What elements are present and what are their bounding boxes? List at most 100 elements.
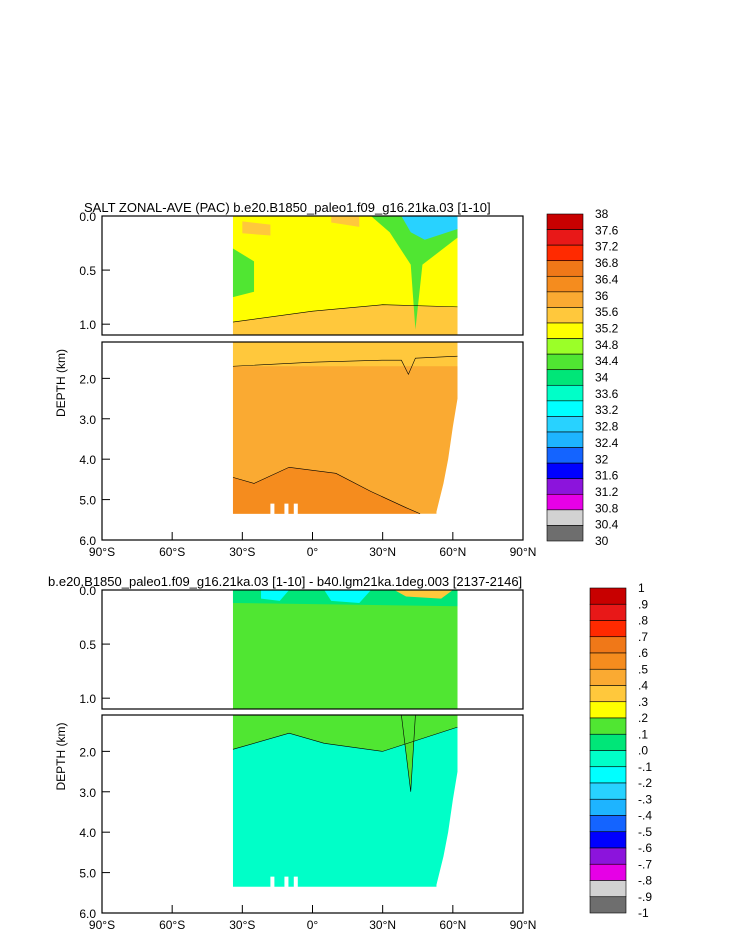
- colorbar-label: .4: [638, 679, 648, 693]
- contour-line: [401, 714, 416, 792]
- chart-title: b.e20.B1850_paleo1.f09_g16.21ka.03 [1-10…: [48, 574, 522, 589]
- salt-zonal-ave-panel: SALT ZONAL-AVE (PAC) b.e20.B1850_paleo1.…: [54, 200, 619, 559]
- colorbar-label: .3: [638, 695, 648, 709]
- colorbar-swatch: [546, 307, 584, 324]
- x-tick-label: 30°S: [229, 918, 255, 932]
- x-tick-label: 90°S: [89, 918, 115, 932]
- colorbar-label: -.9: [638, 890, 652, 904]
- x-tick-label: 0°: [307, 918, 319, 932]
- colorbar-swatch: [589, 717, 627, 735]
- colorbar-label: 30.8: [595, 501, 619, 515]
- x-tick-label: 60°N: [439, 918, 466, 932]
- x-tick-label: 90°S: [89, 545, 115, 559]
- colorbar-label: 34: [595, 371, 609, 385]
- colorbar-swatch: [589, 685, 627, 703]
- x-tick-label: 30°N: [369, 545, 396, 559]
- coastline-mask: [436, 715, 462, 889]
- surface-fresh-fill: [401, 216, 458, 240]
- colorbar-label: 1: [638, 581, 645, 595]
- y-tick-label: 1.0: [79, 692, 96, 706]
- contour-line: [232, 466, 421, 515]
- colorbar-label: .5: [638, 662, 648, 676]
- salt-difference-panel: b.e20.B1850_paleo1.f09_g16.21ka.03 [1-10…: [48, 574, 652, 932]
- y-tick-label: 3.0: [79, 413, 96, 427]
- colorbar-label: 34.4: [595, 354, 619, 368]
- colorbar-label: .1: [638, 727, 648, 741]
- y-tick-label: 4.0: [79, 453, 96, 467]
- colorbar-label: .0: [638, 744, 648, 758]
- salinity-field: [232, 216, 462, 540]
- y-axis-label: DEPTH (km): [54, 723, 68, 791]
- upper-frame: [101, 215, 524, 336]
- colorbar-swatch: [546, 447, 584, 464]
- intermediate-fill: [232, 342, 458, 367]
- subtropical-fill: [242, 221, 271, 236]
- colorbar-swatch: [589, 880, 627, 898]
- colorbar-swatch: [589, 636, 627, 654]
- x-tick-label: 60°S: [159, 545, 185, 559]
- salinity-field: [232, 590, 462, 913]
- seafloor-mask: [436, 514, 462, 540]
- colorbar-label: -.8: [638, 874, 652, 888]
- colorbar-label: .9: [638, 597, 648, 611]
- y-tick-label: 0.0: [79, 210, 96, 224]
- colorbar-label: 32.8: [595, 420, 619, 434]
- colorbar-label: .8: [638, 614, 648, 628]
- y-tick-label: 3.0: [79, 786, 96, 800]
- x-tick-label: 60°N: [439, 545, 466, 559]
- chart-title: SALT ZONAL-AVE (PAC) b.e20.B1850_paleo1.…: [84, 200, 491, 215]
- x-tick-label: 90°N: [510, 545, 537, 559]
- colorbar-swatch: [546, 509, 584, 526]
- contour-lines: [232, 714, 458, 792]
- colorbar-label: 37.2: [595, 240, 619, 254]
- colorbar-swatch: [546, 244, 584, 262]
- colorbar-label: 37.6: [595, 223, 619, 237]
- y-tick-label: 6.0: [79, 534, 96, 548]
- colorbar-label: -.1: [638, 760, 652, 774]
- colorbar-swatch: [589, 831, 627, 849]
- colorbar-swatch: [589, 863, 627, 881]
- colorbar-swatch: [546, 291, 584, 308]
- colorbar-label: -.4: [638, 809, 652, 823]
- colorbar-swatch: [546, 525, 584, 542]
- seafloor-gap: [284, 876, 289, 888]
- seafloor-gap: [284, 503, 289, 515]
- equatorial-anomaly-fill: [324, 590, 371, 603]
- x-tick-label: 0°: [307, 545, 319, 559]
- colorbar-label: .7: [638, 630, 648, 644]
- colorbar-swatch: [589, 798, 627, 816]
- colorbar-label: 33.2: [595, 403, 619, 417]
- y-tick-label: 2.0: [79, 372, 96, 386]
- colorbar-label: -.5: [638, 825, 652, 839]
- y-tick-label: 0.5: [79, 638, 96, 652]
- colorbar-swatch: [589, 782, 627, 800]
- colorbar-label: 38: [595, 207, 609, 221]
- seafloor-gap: [270, 876, 275, 888]
- colorbar-label: -1: [638, 906, 649, 920]
- colorbar-label: 36.8: [595, 256, 619, 270]
- colorbar-swatch: [546, 353, 584, 371]
- colorbar-swatch: [546, 229, 584, 246]
- colorbar-label: 35.2: [595, 321, 619, 335]
- deep-saline-fill: [232, 467, 421, 514]
- coastline-mask: [436, 342, 462, 516]
- upper-deep-fill: [232, 304, 458, 335]
- seafloor-gap: [293, 876, 298, 888]
- colorbar-label: -.6: [638, 841, 652, 855]
- colorbar-label: -.7: [638, 857, 652, 871]
- colorbar-swatch: [589, 815, 627, 833]
- y-tick-label: 0.0: [79, 584, 96, 598]
- colorbar-swatch: [546, 493, 584, 511]
- colorbar-label: -.2: [638, 776, 652, 790]
- colorbar-label: 34.8: [595, 338, 619, 352]
- x-tick-label: 30°S: [229, 545, 255, 559]
- colorbar-swatch: [589, 733, 627, 751]
- colorbar-label: 36.4: [595, 272, 619, 286]
- colorbar-swatch: [589, 587, 627, 605]
- y-tick-label: 1.0: [79, 318, 96, 332]
- colorbar-label: 31.6: [595, 469, 619, 483]
- colorbar-label: 33.6: [595, 387, 619, 401]
- contour-lines: [232, 304, 458, 515]
- colorbar-swatch: [589, 603, 627, 621]
